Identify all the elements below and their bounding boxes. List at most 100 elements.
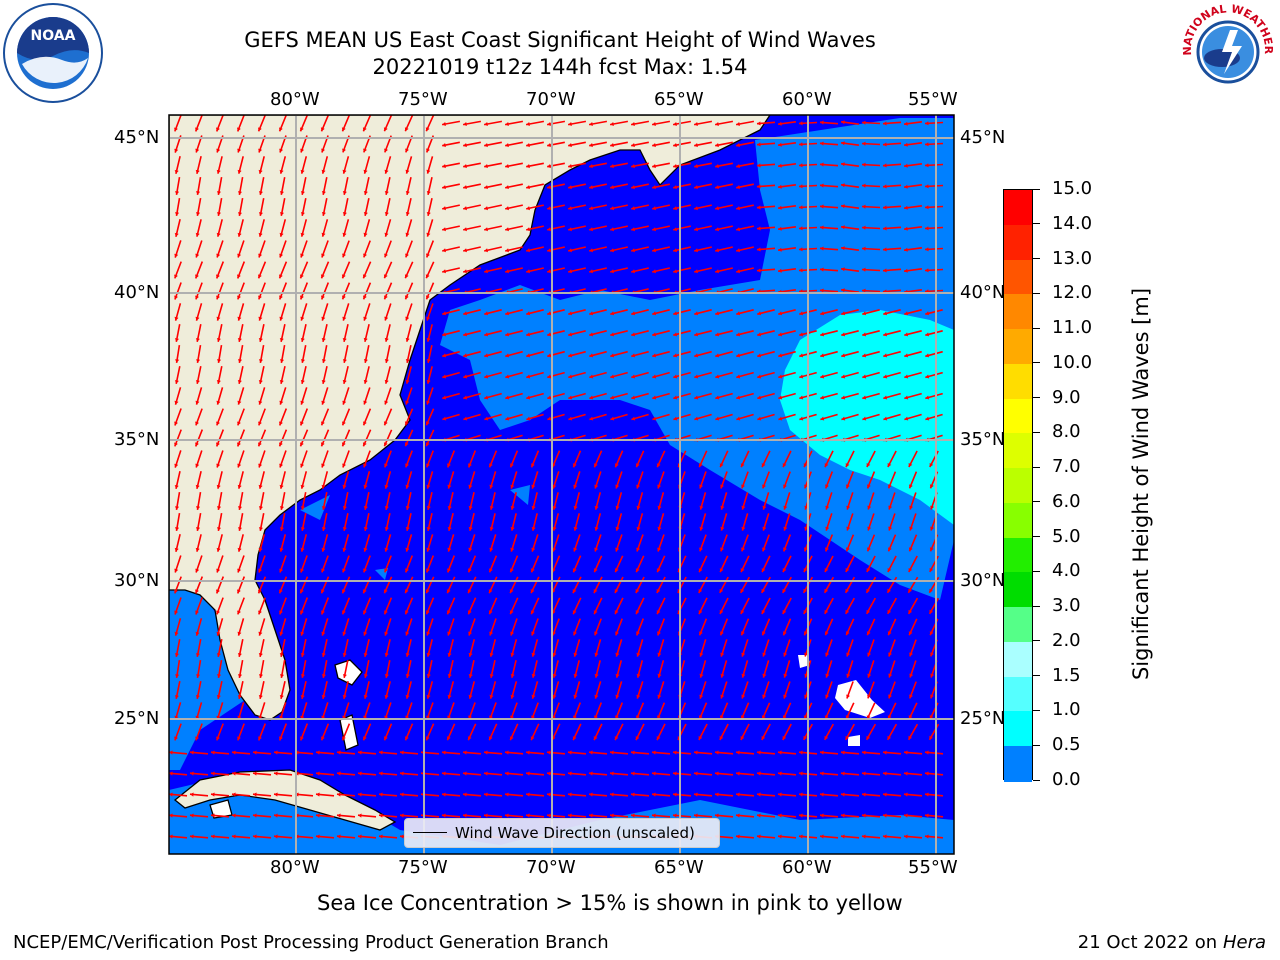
colorbar-tick-mark — [1033, 292, 1040, 294]
wave-direction-arrowhead — [280, 674, 284, 678]
wave-direction-arrowhead — [463, 248, 467, 253]
wave-direction-arrowhead — [925, 121, 929, 126]
wave-direction-arrowhead — [510, 526, 515, 531]
wave-direction-arrowhead — [757, 750, 761, 755]
wave-direction-arrowhead — [468, 526, 473, 531]
wave-direction-arrowhead — [258, 695, 263, 699]
wave-direction-arrowhead — [463, 353, 468, 358]
wave-direction-arrowhead — [883, 332, 888, 337]
wave-direction-arrowhead — [888, 673, 893, 678]
wave-direction-arrowhead — [169, 771, 173, 776]
wave-direction-arrowhead — [866, 568, 871, 572]
wave-direction-arrowhead — [736, 416, 741, 421]
wave-direction-arrowhead — [547, 792, 551, 797]
wave-direction-arrowhead — [635, 736, 640, 741]
wave-direction-arrowhead — [841, 353, 846, 358]
colorbar-segment — [1004, 433, 1032, 469]
wave-direction-arrowhead — [217, 527, 221, 531]
wave-direction-arrowhead — [195, 148, 200, 153]
wave-direction-arrowhead — [925, 268, 929, 273]
wave-direction-arrowhead — [741, 547, 745, 552]
wave-direction-arrowhead — [342, 169, 347, 174]
wave-direction-arrowhead — [530, 589, 535, 594]
wave-direction-arrowhead — [552, 652, 557, 657]
wave-direction-arrowhead — [195, 338, 200, 342]
wave-direction-arrowhead — [719, 610, 724, 614]
wave-direction-arrowhead — [174, 442, 178, 447]
wave-direction-arrowhead — [195, 484, 200, 489]
wave-direction-arrowhead — [778, 750, 782, 755]
wave-direction-arrowhead — [635, 589, 640, 593]
wave-direction-arrowhead — [904, 268, 908, 273]
wave-direction-arrowhead — [652, 395, 657, 400]
wave-direction-arrowhead — [175, 674, 180, 678]
wave-direction-arrowhead — [636, 484, 641, 489]
wave-direction-arrowhead — [736, 206, 740, 211]
wave-direction-arrowhead — [635, 610, 640, 615]
wave-direction-arrowhead — [463, 771, 467, 776]
wave-direction-arrowhead — [510, 463, 514, 468]
wave-direction-arrowhead — [404, 127, 409, 132]
wave-direction-arrowhead — [820, 204, 824, 209]
wave-direction-arrowhead — [820, 834, 824, 839]
wave-direction-arrowhead — [426, 316, 431, 321]
wave-direction-arrowhead — [216, 380, 221, 384]
wave-direction-arrowhead — [552, 547, 557, 552]
wave-direction-arrowhead — [505, 416, 510, 421]
wave-direction-arrowhead — [799, 416, 804, 421]
wave-direction-arrowhead — [820, 792, 824, 797]
wave-direction-arrowhead — [757, 416, 762, 421]
wave-direction-arrowhead — [363, 253, 367, 258]
wave-direction-arrowhead — [909, 652, 913, 657]
wave-direction-arrowhead — [279, 338, 284, 342]
wave-direction-arrowhead — [363, 212, 368, 216]
wave-direction-arrowhead — [862, 204, 866, 209]
wave-direction-arrowhead — [300, 421, 304, 426]
wave-direction-arrowhead — [526, 143, 530, 148]
wave-direction-arrowhead — [384, 463, 388, 468]
wave-direction-arrowhead — [526, 750, 530, 755]
wave-direction-arrowhead — [799, 750, 803, 755]
wave-direction-arrowhead — [526, 332, 531, 337]
wave-direction-arrowhead — [761, 610, 766, 614]
wave-direction-arrowhead — [778, 395, 783, 400]
wave-direction-arrowhead — [589, 185, 593, 190]
wave-direction-arrowhead — [258, 295, 262, 300]
wave-direction-arrowhead — [217, 191, 221, 195]
wave-direction-arrowhead — [174, 316, 179, 321]
wave-direction-arrowhead — [321, 253, 325, 258]
wave-direction-arrowhead — [909, 526, 914, 531]
wave-direction-arrowhead — [174, 232, 179, 237]
wave-direction-arrowhead — [778, 792, 782, 797]
wave-direction-arrowhead — [719, 736, 724, 740]
colorbar-tick-mark — [1033, 536, 1040, 538]
wave-direction-arrowhead — [363, 653, 368, 657]
wave-direction-arrowhead — [362, 127, 367, 132]
wave-direction-arrowhead — [736, 353, 741, 358]
wave-direction-arrowhead — [426, 463, 430, 468]
wave-direction-arrowhead — [846, 673, 851, 678]
wave-direction-arrowhead — [505, 750, 509, 755]
wave-direction-arrowhead — [778, 163, 782, 168]
wave-direction-arrowhead — [904, 395, 909, 400]
wave-direction-arrowhead — [589, 750, 593, 755]
wave-direction-arrowhead — [757, 142, 761, 147]
wave-direction-arrowhead — [238, 212, 242, 216]
wave-direction-arrowhead — [426, 652, 431, 657]
colorbar-tick-mark — [1033, 640, 1040, 642]
wave-direction-arrowhead — [447, 463, 451, 468]
wave-direction-arrowhead — [925, 834, 929, 839]
wave-direction-arrowhead — [736, 248, 740, 253]
wave-direction-arrowhead — [883, 374, 888, 379]
wave-direction-arrowhead — [426, 379, 431, 384]
wave-direction-arrowhead — [280, 359, 284, 363]
wave-direction-arrowhead — [698, 610, 703, 615]
wave-direction-arrowhead — [904, 332, 909, 337]
wave-direction-arrowhead — [887, 609, 892, 614]
wave-direction-arrowhead — [568, 206, 572, 211]
wave-direction-arrowhead — [484, 813, 488, 818]
wave-direction-arrowhead — [237, 380, 242, 384]
wave-direction-arrowhead — [232, 750, 236, 755]
colorbar-tick-mark — [1033, 223, 1040, 225]
wave-direction-arrowhead — [253, 834, 257, 839]
